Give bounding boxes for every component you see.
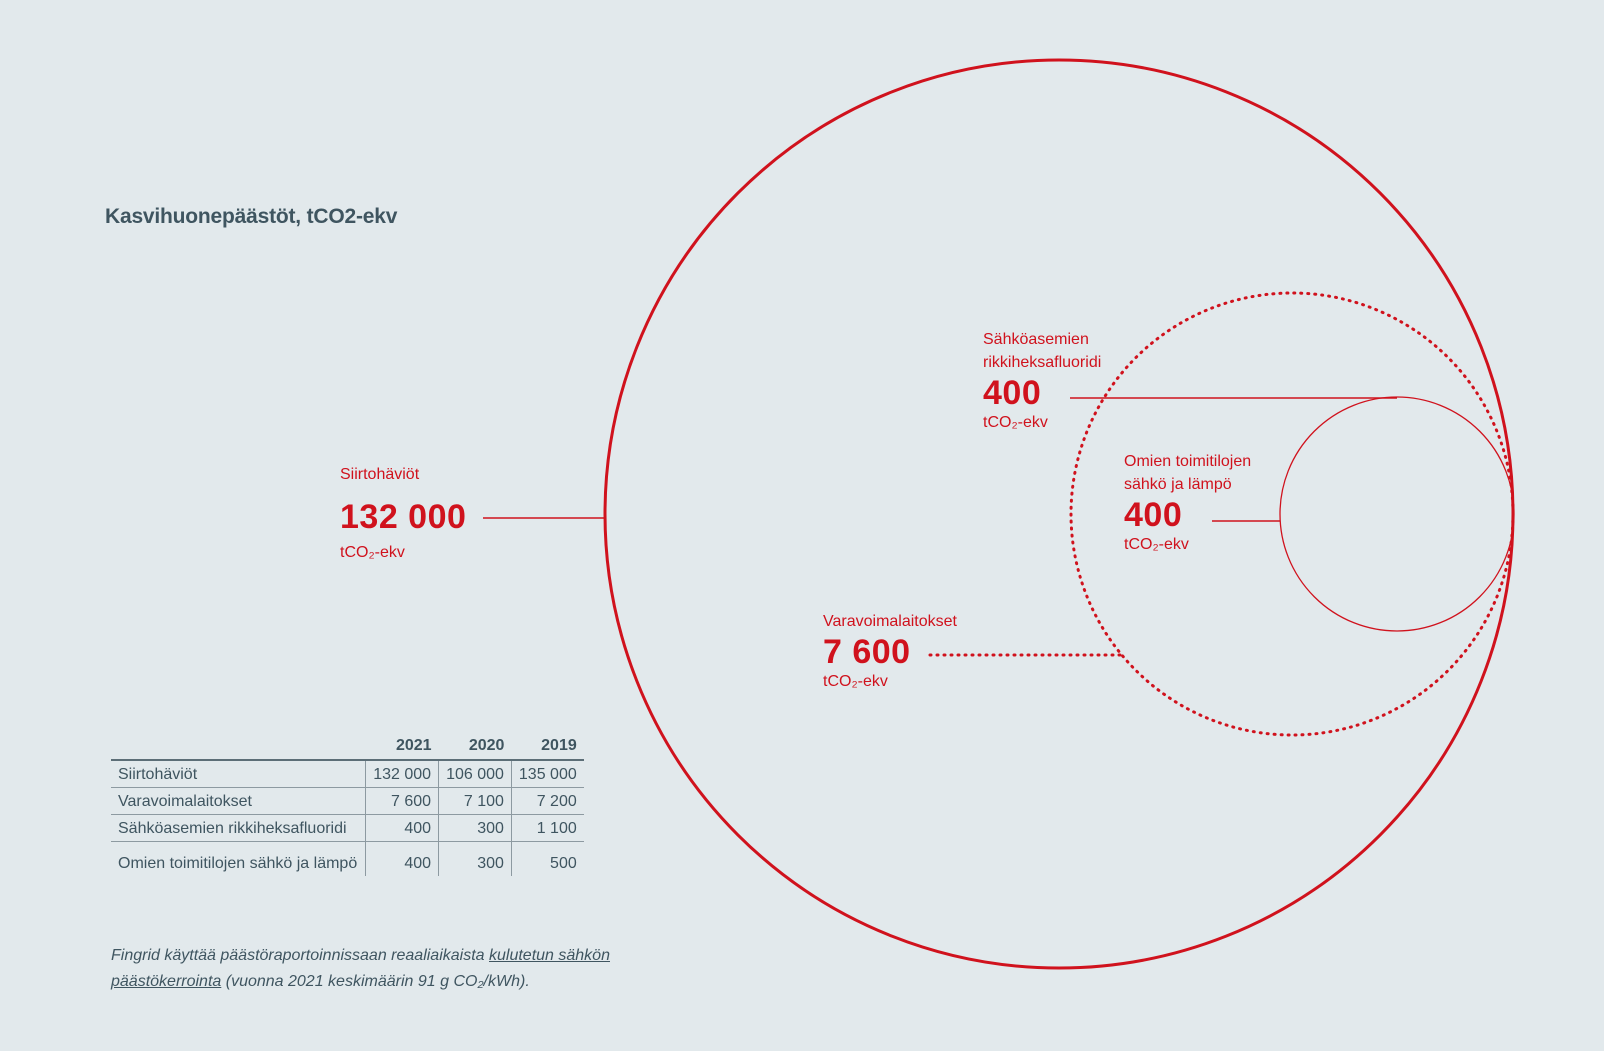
bubble-omien-toimitilojen: [1279, 396, 1515, 632]
table-header-2020: 2020: [438, 735, 512, 761]
footnote-text-end: (vuonna 2021 keskimäärin 91 g CO₂/kWh).: [221, 973, 530, 990]
table-header: [111, 735, 366, 761]
label-omien-toimitilojen: Omien toimitilojen sähkö ja lämpö 400 tC…: [1124, 450, 1274, 556]
table-row: Siirtohäviöt 132 000 106 000 135 000: [111, 760, 584, 788]
table-cell: 7 600: [365, 787, 439, 815]
bubble-varavoimalaitokset: [1069, 291, 1515, 737]
label-name: Sähköasemien rikkiheksafluoridi: [983, 331, 1102, 371]
footnote-text: Fingrid käyttää päästöraportoinnissaan r…: [111, 947, 489, 964]
label-name: Varavoimalaitokset: [823, 613, 957, 630]
label-unit: tCO₂-ekv: [823, 673, 888, 690]
row-label: Omien toimitilojen sähkö ja lämpö: [118, 855, 358, 872]
table-row: Sähköasemien rikkiheksafluoridi 400 300 …: [111, 814, 584, 842]
table-header-2021: 2021: [365, 735, 439, 761]
label-name: Siirtohäviöt: [340, 466, 420, 483]
table-row: Varavoimalaitokset 7 600 7 100 7 200: [111, 787, 584, 815]
row-label: Sähköasemien rikkiheksafluoridi: [111, 814, 366, 842]
label-name: Omien toimitilojen sähkö ja lämpö: [1124, 453, 1252, 493]
label-unit: tCO₂-ekv: [983, 414, 1048, 431]
label-unit: tCO₂-ekv: [1124, 536, 1189, 553]
label-value: 132 000: [340, 498, 467, 536]
label-value: 400: [1124, 496, 1183, 534]
table-cell: 132 000: [365, 760, 439, 788]
table-row: Omien toimitilojen sähkö ja lämpö 400 30…: [111, 841, 584, 876]
label-unit: tCO₂-ekv: [340, 544, 405, 561]
emissions-table: 2021 2020 2019 Siirtohäviöt 132 000 106 …: [111, 735, 584, 876]
table-cell: 1 100: [510, 814, 584, 842]
table-cell: 106 000: [438, 760, 512, 788]
table-cell: 500: [510, 841, 584, 876]
table-cell: 300: [438, 841, 512, 876]
table-header-row: 2021 2020 2019: [111, 735, 584, 761]
label-value: 400: [983, 374, 1042, 412]
emission-factor-link[interactable]: kulutetun sähkön päästökerrointa: [111, 947, 610, 990]
table-cell: 135 000: [510, 760, 584, 788]
chart-title: Kasvihuonepäästöt, tCO2-ekv: [105, 205, 398, 228]
bubble-siirtohaviot: [603, 58, 1515, 970]
table-header-2019: 2019: [511, 735, 584, 761]
table-cell: 7 100: [438, 787, 512, 815]
table-cell: 7 200: [510, 787, 584, 815]
row-label: Siirtohäviöt: [111, 760, 366, 788]
table-cell: 300: [438, 814, 512, 842]
label-sf6: Sähköasemien rikkiheksafluoridi 400 tCO₂…: [983, 328, 1133, 434]
label-value: 7 600: [823, 633, 911, 671]
table-cell: 400: [365, 841, 439, 876]
footnote: Fingrid käyttää päästöraportoinnissaan r…: [111, 943, 651, 995]
table-cell: 400: [365, 814, 439, 842]
row-label: Varavoimalaitokset: [111, 787, 366, 815]
label-siirtohaviot: Siirtohäviöt 132 000 tCO₂-ekv: [340, 463, 466, 564]
label-varavoimalaitokset: Varavoimalaitokset 7 600 tCO₂-ekv: [823, 610, 957, 693]
